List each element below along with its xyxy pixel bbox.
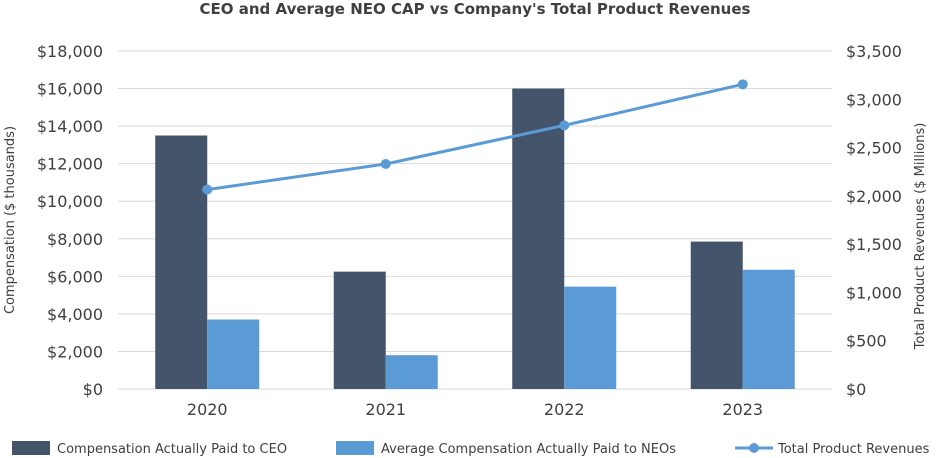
right-tick-label: $3,000 xyxy=(846,90,902,109)
legend-label-2: Total Product Revenues xyxy=(777,442,930,457)
revenue-line xyxy=(202,79,748,195)
legend-marker xyxy=(749,443,759,453)
x-tick-label: 2023 xyxy=(722,400,763,419)
left-tick-label: $10,000 xyxy=(37,192,103,211)
revenue-point-2023 xyxy=(737,79,748,90)
x-axis-ticks: 2020 2021 2022 2023 xyxy=(187,400,763,419)
legend-swatch-0 xyxy=(12,441,50,455)
right-tick-label: $1,000 xyxy=(846,283,902,302)
right-tick-label: $2,000 xyxy=(846,187,902,206)
bar-neo-2022 xyxy=(564,286,617,389)
y-axis-label: Compensation ($ thousands) xyxy=(3,126,18,314)
legend-label-1: Average Compensation Actually Paid to NE… xyxy=(381,442,676,457)
bar-neo-2020 xyxy=(207,319,260,389)
left-tick-label: $16,000 xyxy=(37,80,103,99)
right-tick-label: $1,500 xyxy=(846,235,902,254)
x-tick-label: 2022 xyxy=(544,400,585,419)
right-axis-ticks: $0 $500 $1,000 $1,500 $2,000 $2,500 $3,000 $3,5… xyxy=(846,42,902,399)
left-tick-label: $18,000 xyxy=(37,42,103,61)
left-tick-label: $8,000 xyxy=(47,230,103,249)
chart-title: CEO and Average NEO CAP vs Company's Tot… xyxy=(200,0,751,18)
left-tick-label: $0 xyxy=(83,380,103,399)
legend-label-0: Compensation Actually Paid to CEO xyxy=(57,442,287,457)
left-tick-label: $2,000 xyxy=(47,342,103,361)
y2-axis-label: Total Product Revenues ($ Millions) xyxy=(913,123,928,351)
revenue-point-2020 xyxy=(202,184,213,195)
right-tick-label: $2,500 xyxy=(846,139,902,158)
right-tick-label: $500 xyxy=(846,332,887,351)
bar-ceo-2022 xyxy=(512,88,565,390)
right-tick-label: $3,500 xyxy=(846,42,902,61)
x-tick-label: 2021 xyxy=(365,400,406,419)
revenue-point-2022 xyxy=(559,120,570,131)
bar-ceo-2021 xyxy=(333,271,386,389)
revenue-point-2021 xyxy=(380,158,391,169)
left-tick-label: $12,000 xyxy=(37,155,103,174)
left-tick-label: $6,000 xyxy=(47,267,103,286)
left-tick-label: $4,000 xyxy=(47,305,103,324)
bar-neo-2021 xyxy=(385,355,438,389)
x-tick-label: 2020 xyxy=(187,400,228,419)
left-axis-ticks: $0 $2,000 $4,000 $6,000 $8,000 $10,000 $12,000… xyxy=(37,42,103,399)
right-tick-label: $0 xyxy=(846,380,866,399)
bar-neo-2023 xyxy=(742,269,795,389)
revenue-line-path xyxy=(207,82,744,192)
legend: Compensation Actually Paid to CEO Average… xyxy=(12,441,930,457)
bar-ceo-2020 xyxy=(155,135,208,389)
bar-ceo-2023 xyxy=(690,241,743,389)
left-tick-label: $14,000 xyxy=(37,117,103,136)
bars xyxy=(155,88,795,390)
legend-swatch-1 xyxy=(336,441,374,455)
